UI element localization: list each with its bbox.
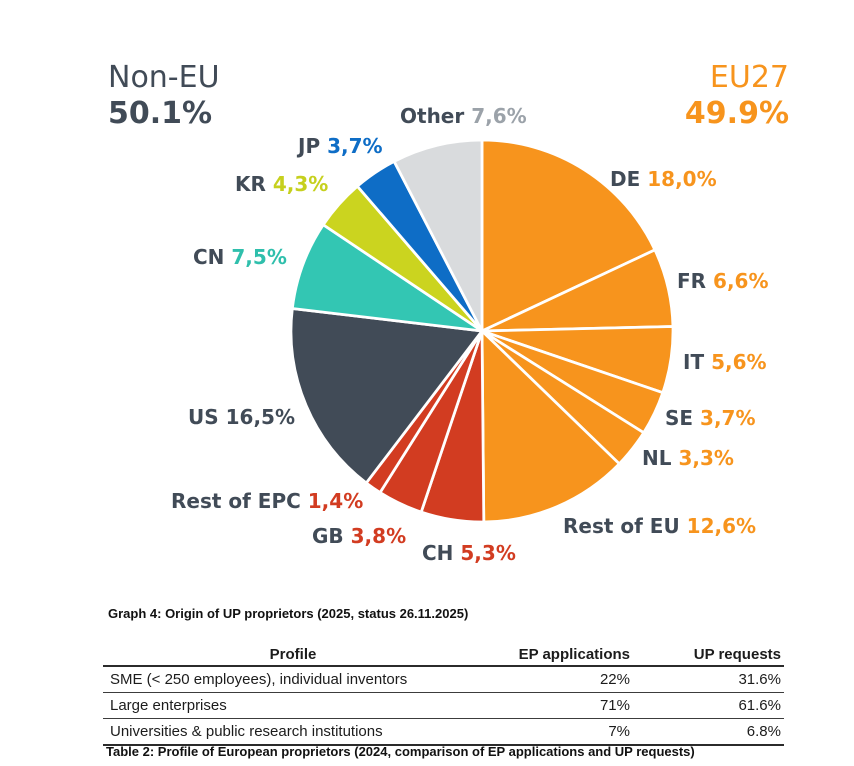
slice-name: JP [298, 134, 321, 158]
slice-label-other: Other 7,6% [400, 106, 527, 126]
profile-table: Profile EP applications UP requests SME … [103, 644, 784, 746]
eu27-label: EU27 [709, 60, 789, 95]
slice-percentage: 7,6% [471, 104, 527, 128]
slice-percentage: 1,4% [307, 489, 364, 513]
slice-label-rest-of-epc: Rest of EPC 1,4% [171, 491, 363, 511]
table-caption: Table 2: Profile of European proprietors… [106, 744, 695, 759]
slice-percentage: 12,6% [686, 514, 757, 538]
slice-name: KR [235, 172, 266, 196]
cell-up-requests: 61.6% [633, 692, 784, 719]
graph-caption: Graph 4: Origin of UP proprietors (2025,… [108, 606, 469, 621]
slice-label-us: US 16,5% [188, 407, 295, 427]
slice-percentage: 18,0% [647, 167, 717, 191]
cell-up-requests: 31.6% [633, 666, 784, 693]
slice-name: IT [683, 350, 705, 374]
slice-percentage: 3,3% [678, 446, 734, 470]
slice-percentage: 3,7% [327, 134, 383, 158]
table-row: SME (< 250 employees), individual invent… [103, 666, 784, 693]
slice-name: SE [665, 406, 694, 430]
cell-up-requests: 6.8% [633, 718, 784, 746]
table-row: Large enterprises 71% 61.6% [103, 692, 784, 719]
slice-percentage: 5,3% [460, 541, 516, 565]
eu27-share: 49.9% [684, 96, 789, 131]
non-eu-label: Non-EU [108, 60, 220, 95]
slice-name: CH [422, 541, 454, 565]
cell-ep-applications: 7% [483, 718, 633, 746]
slice-label-cn: CN 7,5% [193, 247, 287, 267]
slice-label-se: SE 3,7% [665, 408, 756, 428]
pie-slice-de [480, 138, 657, 334]
slice-name: GB [312, 524, 344, 548]
slice-label-it: IT 5,6% [683, 352, 767, 372]
slice-label-fr: FR 6,6% [677, 271, 769, 291]
slice-label-jp: JP 3,7% [298, 136, 383, 156]
slice-name: US [188, 405, 219, 429]
column-header-up-requests: UP requests [633, 644, 784, 667]
column-header-profile: Profile [103, 644, 483, 667]
slice-label-nl: NL 3,3% [642, 448, 734, 468]
slice-name: Other [400, 104, 465, 128]
slice-percentage: 5,6% [711, 350, 767, 374]
eu27-group-header: EU27 49.9% [685, 60, 789, 132]
slice-percentage: 4,3% [272, 172, 329, 196]
table-row: Universities & public research instituti… [103, 718, 784, 746]
cell-profile: Universities & public research instituti… [103, 718, 483, 746]
slice-label-gb: GB 3,8% [312, 526, 406, 546]
slice-percentage: 7,5% [231, 245, 287, 269]
table-header-row: Profile EP applications UP requests [103, 644, 784, 667]
slice-label-kr: KR 4,3% [235, 174, 328, 194]
slice-label-rest-of-eu: Rest of EU 12,6% [563, 516, 756, 536]
pie-slice-other [392, 138, 484, 332]
slice-percentage: 3,8% [350, 524, 407, 548]
cell-profile: Large enterprises [103, 692, 483, 719]
slice-name: Rest of EPC [171, 489, 301, 513]
cell-ep-applications: 22% [483, 666, 633, 693]
slice-percentage: 6,6% [713, 269, 769, 293]
pie-slice-rest-of-eu [480, 327, 622, 524]
slice-percentage: 16,5% [225, 405, 296, 429]
slice-name: CN [193, 245, 225, 269]
non-eu-group-header: Non-EU 50.1% [108, 60, 220, 132]
slice-name: DE [610, 167, 641, 191]
cell-profile: SME (< 250 employees), individual invent… [103, 666, 483, 693]
pie-chart [289, 138, 675, 524]
pie-slice-us [289, 307, 485, 485]
slice-label-ch: CH 5,3% [422, 543, 516, 563]
non-eu-share: 50.1% [108, 96, 213, 131]
slice-label-de: DE 18,0% [610, 169, 717, 189]
column-header-ep-applications: EP applications [483, 644, 633, 667]
slice-name: Rest of EU [563, 514, 680, 538]
cell-ep-applications: 71% [483, 692, 633, 719]
slice-name: FR [677, 269, 707, 293]
slice-percentage: 3,7% [700, 406, 756, 430]
slice-name: NL [642, 446, 672, 470]
